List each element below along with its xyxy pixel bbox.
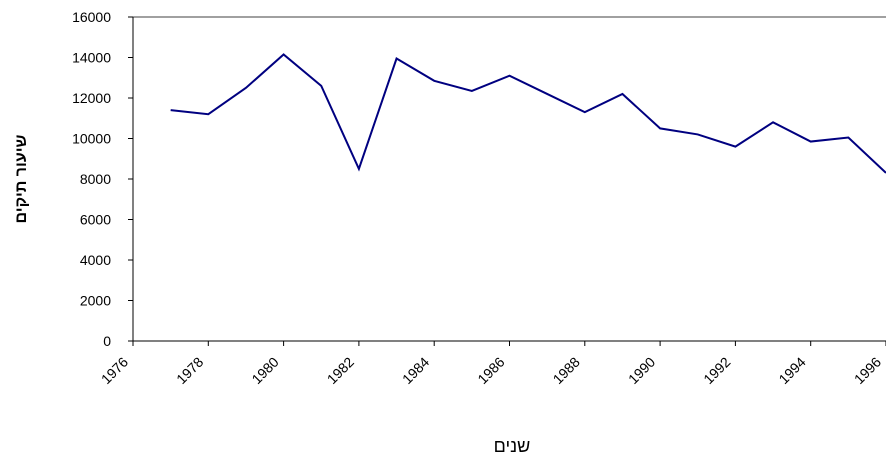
- x-tick-label: 1988: [550, 354, 583, 387]
- x-tick-label: 1996: [851, 354, 884, 387]
- x-tick-label: 1982: [324, 354, 357, 387]
- x-tick-label: 1990: [625, 354, 658, 387]
- x-tick-label: 1976: [98, 354, 131, 387]
- y-tick-label: 4000: [80, 252, 111, 268]
- x-tick-label: 1980: [248, 354, 281, 387]
- x-tick-label: 1994: [775, 354, 808, 387]
- y-tick-label: 14000: [72, 50, 111, 66]
- x-tick-label: 1986: [474, 354, 507, 387]
- y-tick-label: 12000: [72, 90, 111, 106]
- x-axis-label: שנים: [494, 436, 531, 456]
- y-tick-label: 16000: [72, 9, 111, 25]
- x-tick-label: 1978: [173, 354, 206, 387]
- x-tick-label: 1984: [399, 354, 432, 387]
- y-tick-label: 0: [103, 333, 111, 349]
- y-axis-label: שיעור תיקים: [13, 134, 30, 223]
- y-tick-label: 10000: [72, 131, 111, 147]
- y-tick-label: 6000: [80, 212, 111, 228]
- data-line: [170, 53, 886, 174]
- y-tick-label: 2000: [80, 293, 111, 309]
- y-tick-label: 8000: [80, 171, 111, 187]
- x-tick-label: 1992: [700, 354, 733, 387]
